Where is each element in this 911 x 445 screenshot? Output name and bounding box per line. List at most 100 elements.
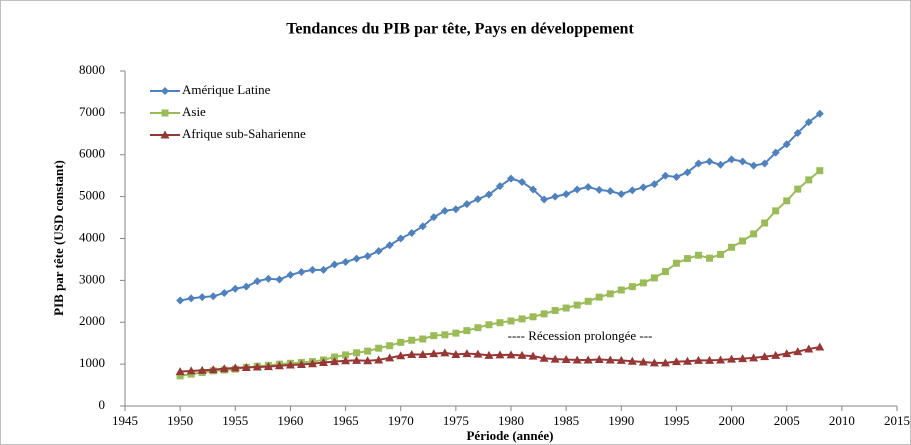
y-tick-label: 7000 [79,104,105,119]
legend-marker [161,87,169,95]
data-point [418,222,427,231]
data-point [429,349,439,358]
data-point [518,315,526,323]
y-tick-label: 8000 [79,62,105,77]
data-point [815,342,825,351]
x-tick-label: 1965 [333,413,359,428]
data-point [595,293,603,301]
y-tick-label: 0 [99,397,106,412]
data-point [739,237,747,245]
data-point [363,356,373,365]
data-point [728,243,736,251]
y-tick-label: 1000 [79,355,105,370]
data-point [529,185,538,194]
x-tick-label: 2010 [829,413,855,428]
data-point [286,270,295,279]
data-point [772,207,780,215]
y-tick-label: 5000 [79,188,105,203]
data-point [706,254,714,262]
legend-label: Amérique Latine [182,82,271,97]
data-point [616,355,626,364]
data-point [794,185,802,193]
data-point [584,182,593,191]
data-point [430,332,438,340]
data-point [342,351,350,359]
data-point [209,292,218,301]
data-point [451,349,461,358]
data-point [364,347,372,355]
data-point [308,265,317,274]
data-point [230,363,240,372]
data-point [319,265,328,274]
data-point [296,360,306,369]
data-point [672,172,681,181]
data-point [352,254,361,263]
data-point [529,313,537,321]
data-point [793,347,803,356]
data-point [617,190,626,199]
data-point [540,310,548,318]
data-point [682,356,692,365]
data-point [716,355,726,364]
data-point [628,186,637,195]
data-point [638,357,648,366]
data-point [275,275,284,284]
y-tick-label: 3000 [79,271,105,286]
data-point [198,293,207,302]
data-point [672,259,680,267]
data-point [639,183,648,192]
data-point [297,268,306,276]
annotation: ---- Récession prolongée --- [508,328,653,343]
data-point [187,294,196,303]
data-point [749,353,759,362]
data-point [484,350,494,359]
data-point [473,349,483,358]
data-point [716,160,725,169]
data-point [452,329,460,337]
data-point [386,342,394,350]
data-point [572,355,582,364]
data-point [518,177,527,186]
data-point [727,354,737,363]
data-point [462,200,471,209]
data-point [705,355,715,364]
data-point [197,365,207,374]
data-point [649,358,659,367]
data-point [551,192,560,201]
data-point [352,355,362,364]
data-point [804,118,813,127]
data-point [253,277,262,286]
data-point [219,364,229,373]
x-tick-label: 2000 [719,413,745,428]
x-tick-label: 1960 [277,413,303,428]
data-point [606,187,615,196]
x-tick-label: 1995 [663,413,689,428]
data-point [727,155,736,164]
data-point [451,205,460,214]
data-point [705,157,714,166]
data-point [804,344,814,353]
data-point [528,351,538,360]
data-point [341,356,351,365]
data-point [396,351,406,360]
data-point [264,274,273,283]
legend-label: Asie [182,104,206,119]
x-tick-label: 1985 [553,413,579,428]
y-tick-label: 4000 [79,229,105,244]
legend-label: Afrique sub-Saharienne [182,126,306,141]
data-point [771,148,780,157]
data-point [539,353,549,362]
data-point [783,197,791,205]
data-point [440,206,449,215]
data-point [717,250,725,258]
data-point [506,350,516,359]
y-tick-label: 6000 [79,146,105,161]
legend-marker [161,109,169,117]
data-point [220,288,229,297]
data-point [319,357,329,366]
data-point [573,185,582,194]
data-point [484,190,493,199]
data-point [285,360,295,369]
x-tick-label: 1970 [388,413,414,428]
data-point [363,252,372,261]
